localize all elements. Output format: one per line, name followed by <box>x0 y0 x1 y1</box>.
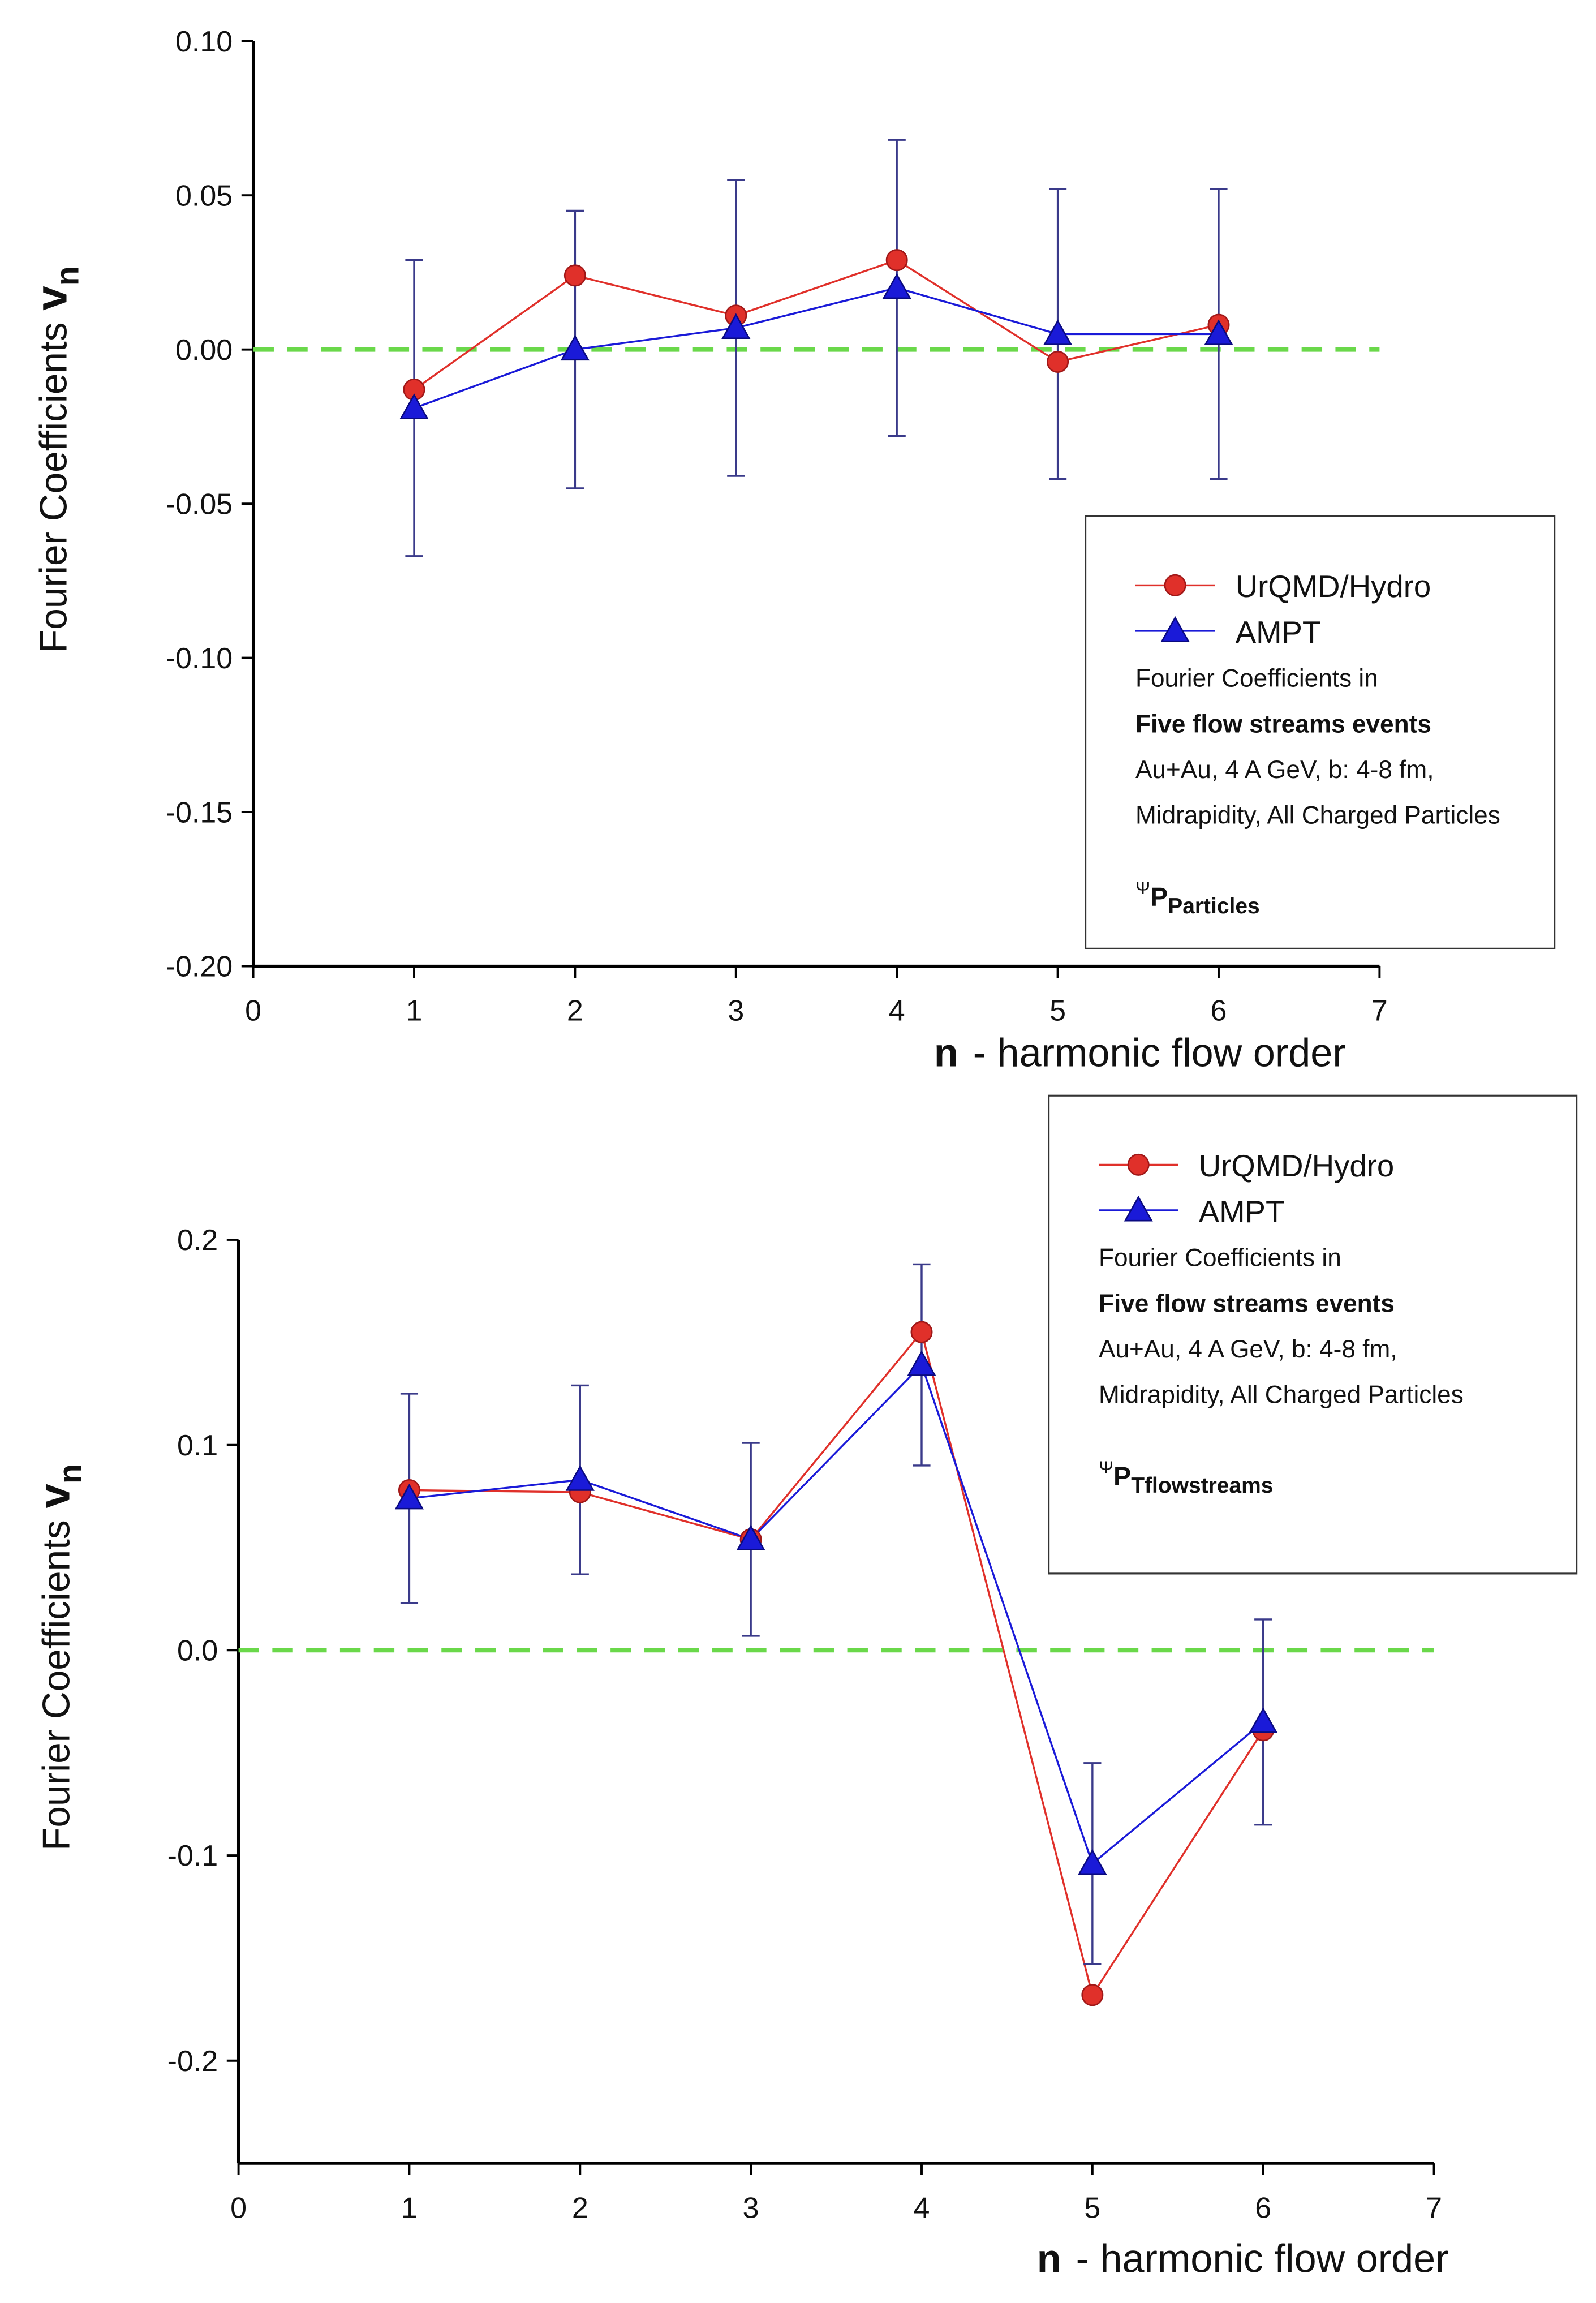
annotation-sub: Tflowstreams <box>1131 1473 1273 1498</box>
y-tick-label: -0.1 <box>167 1840 218 1872</box>
y-axis-label-var: v <box>27 286 76 311</box>
y-tick-label: -0.20 <box>166 951 233 983</box>
x-axis-label-text: - harmonic flow order <box>973 1030 1346 1075</box>
legend-label: UrQMD/Hydro <box>1199 1149 1395 1183</box>
legend-note: Au+Au, 4 A GeV, b: 4-8 fm, <box>1099 1335 1397 1363</box>
y-tick-label: -0.05 <box>166 488 233 521</box>
marker <box>560 334 590 361</box>
y-tick-label: -0.2 <box>167 2045 218 2078</box>
x-tick-label: 4 <box>889 995 905 1028</box>
y-tick-label: 0.05 <box>175 179 233 212</box>
series-line <box>414 286 1219 409</box>
marker <box>1043 319 1073 345</box>
series-line <box>409 1363 1264 1866</box>
marker <box>910 1321 933 1343</box>
y-axis-label: Fourier Coefficients vn <box>27 266 86 653</box>
y-axis-label-var: v <box>29 1484 79 1509</box>
x-axis-label-text: - harmonic flow order <box>1076 2236 1449 2280</box>
x-tick-label: 6 <box>1255 2192 1271 2224</box>
legend-marker <box>1127 1153 1150 1176</box>
x-tick-label: 3 <box>728 995 744 1028</box>
marker <box>563 264 586 287</box>
x-tick-label: 2 <box>567 995 583 1028</box>
x-tick-label: 2 <box>572 2192 588 2224</box>
x-tick-label: 1 <box>406 995 423 1028</box>
marker <box>721 313 751 340</box>
annotation-sub: Particles <box>1168 894 1259 918</box>
marker <box>394 1483 424 1510</box>
marker <box>1047 350 1069 373</box>
x-tick-label: 7 <box>1371 995 1388 1028</box>
marker <box>1081 1984 1104 2006</box>
x-tick-label: 0 <box>245 995 261 1028</box>
x-tick-label: 3 <box>743 2192 759 2224</box>
annotation-symbol: Ψ <box>1135 878 1150 898</box>
y-tick-label: 0.1 <box>177 1429 218 1462</box>
x-tick-label: 6 <box>1211 995 1227 1028</box>
marker <box>1078 1849 1107 1875</box>
x-tick-label: 0 <box>230 2192 247 2224</box>
x-tick-label: 5 <box>1049 995 1066 1028</box>
y-axis-label: Fourier Coefficients vn <box>29 1464 89 1851</box>
legend-marker <box>1164 574 1186 596</box>
y-tick-label: -0.10 <box>166 642 233 675</box>
marker <box>1249 1707 1278 1733</box>
x-tick-label: 7 <box>1426 2192 1442 2224</box>
legend-label: AMPT <box>1236 615 1322 650</box>
y-tick-label: 0.0 <box>177 1635 218 1668</box>
legend-note: Fourier Coefficients in <box>1099 1244 1341 1272</box>
x-axis-label: n - harmonic flow order <box>1037 2236 1449 2280</box>
annotation-main: P <box>1150 882 1168 912</box>
x-axis-label-var: n <box>934 1030 958 1075</box>
legend-note: Five flow streams events <box>1099 1290 1395 1317</box>
y-axis-label-text: Fourier Coefficients <box>33 322 75 653</box>
legend-note: Five flow streams events <box>1135 710 1431 738</box>
y-axis-label-text: Fourier Coefficients <box>36 1520 78 1851</box>
y-tick-label: 0.00 <box>175 334 233 367</box>
marker <box>907 1350 936 1376</box>
legend-box <box>1085 515 1556 949</box>
y-tick-label: -0.15 <box>166 796 233 829</box>
marker <box>885 249 908 272</box>
y-axis-label-sub: n <box>52 1464 88 1484</box>
y-axis-label-sub: n <box>49 266 85 286</box>
legend-label: UrQMD/Hydro <box>1236 569 1431 604</box>
annotation: ΨPTflowstreams <box>1099 1458 1273 1498</box>
annotation: ΨPParticles <box>1135 878 1260 918</box>
legend-note: Midrapidity, All Charged Particles <box>1099 1381 1464 1408</box>
x-tick-label: 4 <box>914 2192 930 2224</box>
legend-note: Au+Au, 4 A GeV, b: 4-8 fm, <box>1135 756 1434 784</box>
x-tick-label: 1 <box>401 2192 418 2224</box>
y-tick-label: 0.10 <box>175 25 233 58</box>
legend-note: Midrapidity, All Charged Particles <box>1135 801 1500 829</box>
legend-marker <box>1160 616 1190 642</box>
x-axis-label: n - harmonic flow order <box>934 1030 1346 1075</box>
legend-label: AMPT <box>1199 1195 1285 1229</box>
annotation-main: P <box>1113 1462 1131 1491</box>
series-line <box>409 1330 1264 1997</box>
series-line <box>414 259 1219 390</box>
marker <box>736 1524 765 1550</box>
marker <box>1204 319 1233 345</box>
x-axis-label-var: n <box>1037 2236 1061 2280</box>
marker <box>882 273 911 299</box>
x-tick-label: 5 <box>1084 2192 1100 2224</box>
legend-marker <box>1124 1195 1153 1222</box>
legend-note: Fourier Coefficients in <box>1135 665 1378 693</box>
y-tick-label: 0.2 <box>177 1224 218 1257</box>
marker <box>399 393 429 419</box>
annotation-symbol: Ψ <box>1099 1458 1113 1477</box>
marker <box>565 1465 595 1491</box>
